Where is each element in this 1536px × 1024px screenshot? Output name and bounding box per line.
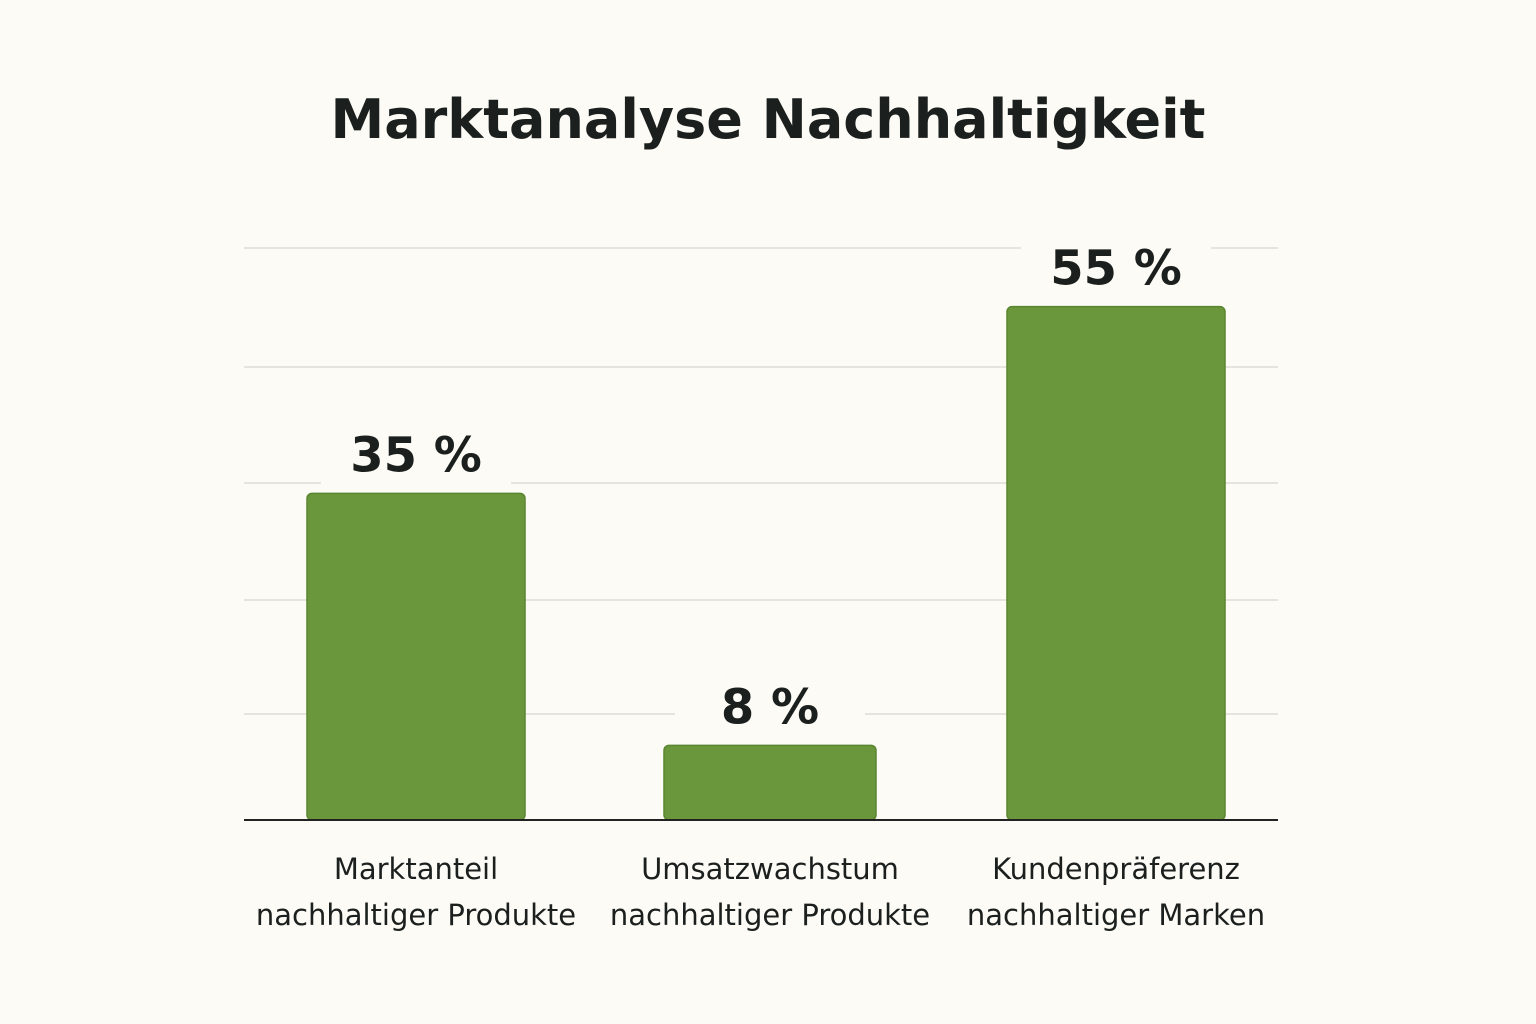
category-label: nachhaltiger Produkte: [256, 898, 576, 932]
category-label: Marktanteil: [334, 852, 498, 886]
bar: [663, 744, 877, 821]
bar: [306, 492, 526, 821]
value-label-background: [675, 683, 865, 740]
category-label: nachhaltiger Marken: [967, 898, 1265, 932]
value-label: 35 %: [350, 427, 482, 483]
category-label: Kundenpräferenz: [992, 852, 1240, 886]
category-label: Umsatzwachstum: [641, 852, 899, 886]
category-label: nachhaltiger Produkte: [610, 898, 930, 932]
value-label: 55 %: [1050, 241, 1182, 297]
chart-title: Marktanalyse Nachhaltigkeit: [330, 88, 1206, 151]
bar: [1006, 305, 1226, 821]
value-label-background: [1021, 244, 1211, 301]
value-label-background: [321, 431, 511, 488]
value-label: 8 %: [721, 679, 819, 735]
